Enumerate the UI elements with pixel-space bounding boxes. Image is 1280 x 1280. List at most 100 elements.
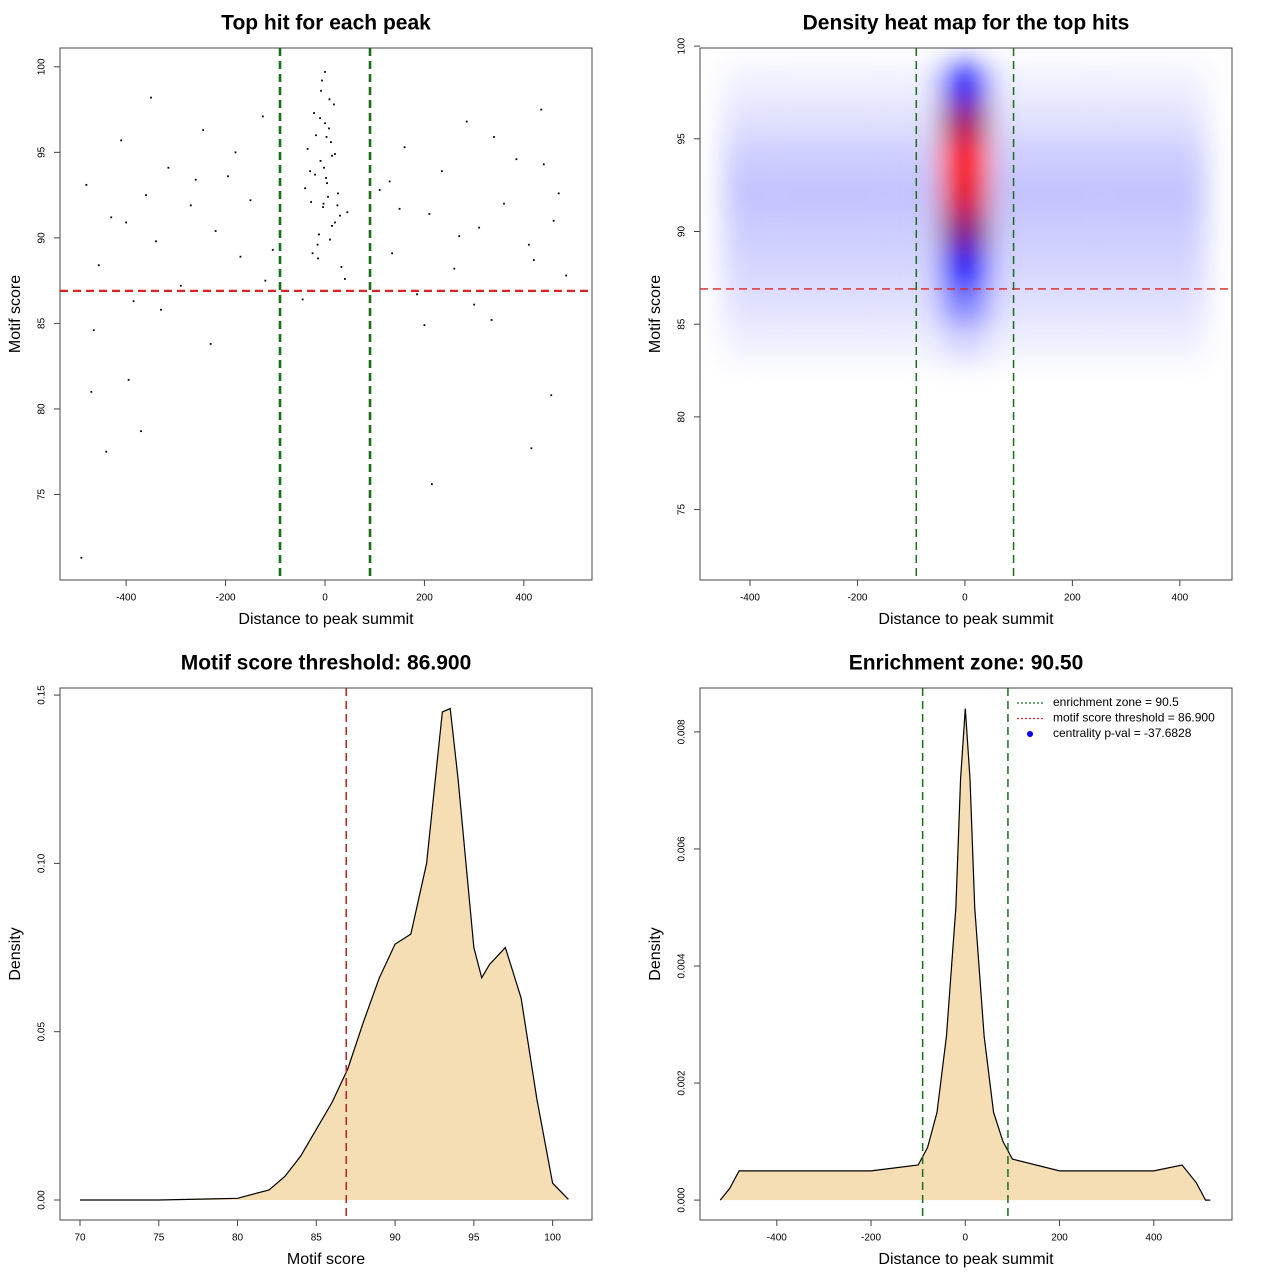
y-axis-label: Density (647, 927, 664, 980)
heat-cell (723, 324, 777, 362)
point (319, 117, 321, 120)
heat-cell (776, 287, 831, 325)
point (189, 204, 192, 207)
y-tick-label: 75 (37, 488, 48, 500)
x-tick-label: -400 (740, 593, 760, 604)
panel: Density heat map for the top hits Distanc… (647, 12, 1233, 628)
panel-title: Top hit for each peak (221, 12, 431, 35)
y-tick-label: 100 (37, 58, 48, 75)
point (271, 248, 274, 251)
heat-cell (940, 287, 990, 325)
y-tick-label: 0.00 (37, 1190, 48, 1210)
heat-cell (830, 324, 885, 362)
heat-cell (830, 101, 885, 139)
point (85, 183, 88, 186)
heat-cell (991, 175, 1046, 213)
point (340, 266, 343, 268)
point (324, 122, 326, 125)
panel: Motif score threshold: 86.900 Motif score… (7, 652, 593, 1268)
heat-cell (1099, 250, 1154, 288)
point (336, 204, 339, 207)
point (337, 192, 339, 195)
point (328, 127, 330, 130)
point (132, 300, 135, 303)
point (324, 71, 326, 73)
legend-swatch (1027, 731, 1033, 737)
point (503, 202, 505, 205)
point (331, 225, 333, 227)
point (209, 343, 212, 345)
heat-cell (1045, 175, 1100, 213)
y-tick-label: 0.15 (37, 685, 48, 705)
heat-cell (1153, 287, 1207, 325)
point (150, 96, 152, 99)
point (440, 170, 443, 173)
y-tick-label: 0.006 (677, 836, 688, 861)
heat-cell (991, 287, 1046, 325)
heat-cell (1045, 101, 1100, 139)
legend-label: motif score threshold = 86.900 (1053, 711, 1215, 725)
point (478, 226, 481, 229)
heat-cell (1099, 287, 1154, 325)
x-tick-label: 200 (416, 593, 433, 604)
panel-title: Motif score threshold: 86.900 (181, 652, 472, 675)
heat-cell (830, 250, 885, 288)
heat-cell (1045, 212, 1100, 251)
point (565, 274, 568, 277)
y-tick-label: 0.008 (677, 719, 688, 744)
point (249, 199, 252, 202)
y-tick-label: 0.004 (677, 953, 688, 978)
y-tick-label: 95 (677, 133, 688, 145)
heat-cell (991, 212, 1046, 251)
x-tick-label: 80 (232, 1233, 244, 1244)
point (92, 329, 95, 332)
heat-cell (884, 175, 939, 213)
point (465, 120, 468, 123)
heat-cell (884, 250, 939, 288)
point (160, 308, 162, 311)
x-tick-label: 95 (468, 1233, 480, 1244)
point (80, 556, 83, 559)
point (264, 279, 267, 282)
heat-cell (776, 250, 831, 288)
point (388, 180, 391, 183)
point (416, 293, 418, 296)
heat-cell (884, 101, 939, 139)
plot-frame (59, 687, 593, 1221)
heat-cell (1153, 64, 1207, 102)
density-fill (80, 708, 569, 1201)
heat-cell (1045, 64, 1100, 102)
heat-cell (1099, 101, 1154, 139)
point (97, 264, 100, 267)
heat-cell (723, 138, 777, 176)
point (398, 207, 401, 210)
heat-cell (776, 138, 831, 176)
heat-cell (884, 138, 939, 176)
point (214, 230, 217, 232)
point (557, 192, 560, 195)
x-tick-label: -200 (216, 593, 236, 604)
point (493, 136, 495, 138)
heat-cell (1153, 324, 1207, 362)
heat-layer (723, 64, 1207, 362)
heat-cell (776, 64, 831, 102)
panel: Top hit for each peak Distance to peak su… (7, 12, 593, 628)
heat-cell (776, 324, 831, 362)
point (403, 146, 406, 149)
point (125, 221, 128, 224)
point (227, 175, 229, 178)
heat-cell (723, 287, 777, 325)
x-tick-label: -400 (767, 1233, 787, 1244)
heat-cell (884, 64, 939, 102)
heat-cell (1045, 138, 1100, 176)
heat-cell (940, 64, 990, 102)
point (431, 483, 433, 486)
heat-cell (1045, 287, 1100, 325)
heat-cell (830, 287, 885, 325)
point (331, 154, 333, 157)
x-axis-label: Distance to peak summit (238, 611, 414, 628)
heat-cell (830, 64, 885, 102)
point (343, 278, 346, 280)
x-tick-label: 0 (962, 593, 968, 604)
